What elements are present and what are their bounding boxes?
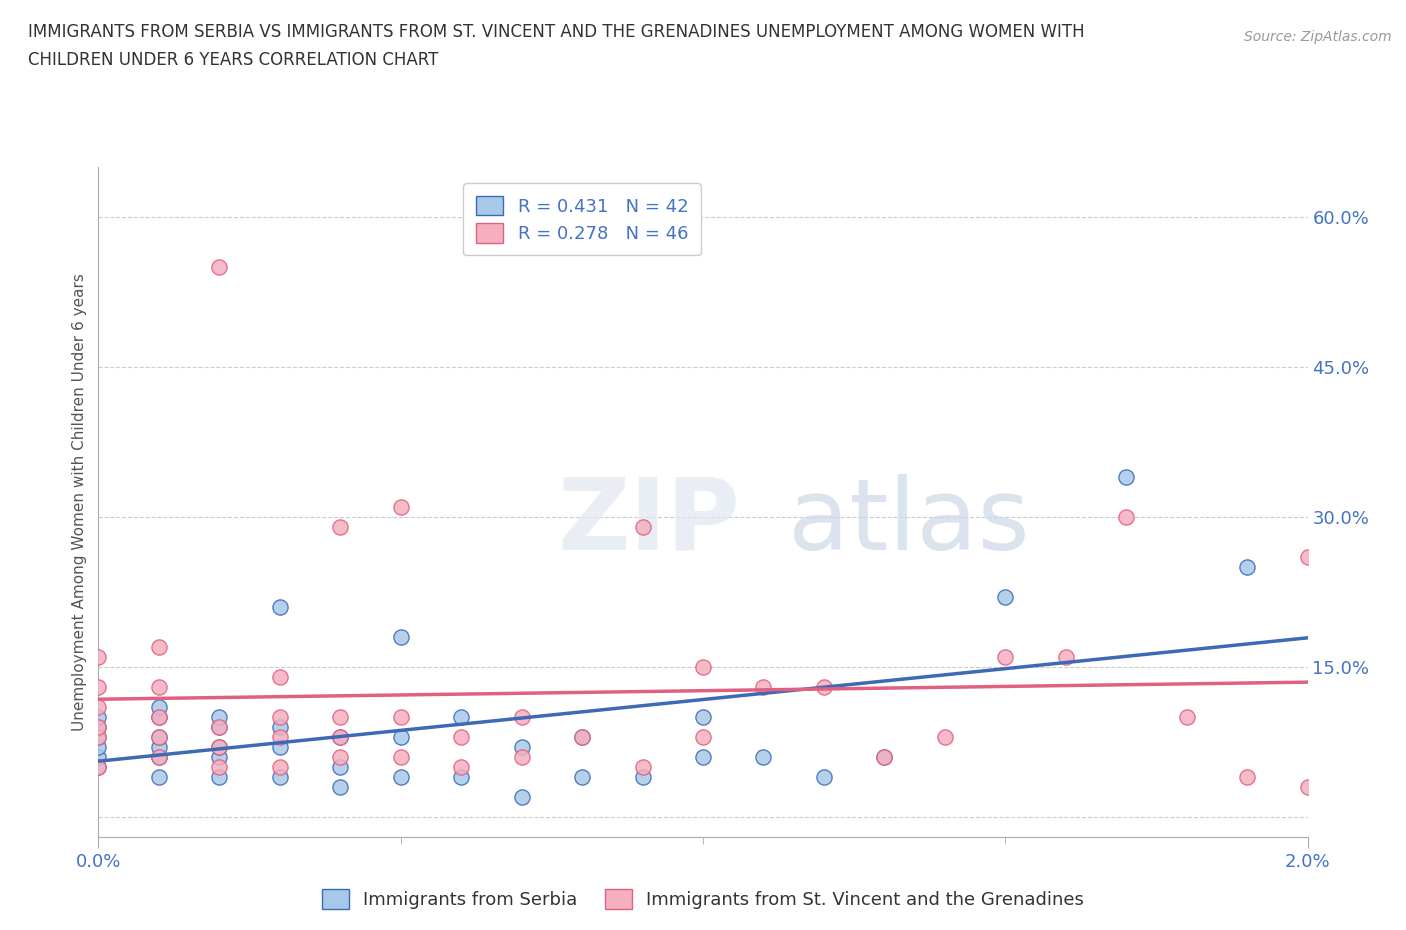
Point [934, 730, 956, 745]
Point [329, 730, 352, 745]
Point [208, 720, 231, 735]
Point [631, 520, 654, 535]
Text: CHILDREN UNDER 6 YEARS CORRELATION CHART: CHILDREN UNDER 6 YEARS CORRELATION CHART [28, 51, 439, 69]
Point [450, 770, 472, 785]
Point [148, 710, 170, 724]
Point [87, 680, 110, 695]
Point [510, 750, 533, 764]
Point [389, 499, 412, 514]
Point [87, 710, 110, 724]
Point [813, 680, 835, 695]
Point [571, 730, 593, 745]
Point [87, 750, 110, 764]
Point [269, 670, 291, 684]
Point [87, 760, 110, 775]
Legend: Immigrants from Serbia, Immigrants from St. Vincent and the Grenadines: Immigrants from Serbia, Immigrants from … [315, 882, 1091, 916]
Point [269, 720, 291, 735]
Point [269, 710, 291, 724]
Point [87, 730, 110, 745]
Point [752, 750, 775, 764]
Point [87, 699, 110, 714]
Y-axis label: Unemployment Among Women with Children Under 6 years: Unemployment Among Women with Children U… [72, 273, 87, 731]
Legend: R = 0.431   N = 42, R = 0.278   N = 46: R = 0.431 N = 42, R = 0.278 N = 46 [464, 183, 700, 256]
Point [329, 750, 352, 764]
Point [329, 779, 352, 794]
Point [994, 650, 1017, 665]
Point [269, 760, 291, 775]
Point [389, 750, 412, 764]
Point [87, 739, 110, 754]
Point [1115, 470, 1137, 485]
Point [148, 750, 170, 764]
Point [269, 739, 291, 754]
Point [1236, 770, 1258, 785]
Point [571, 770, 593, 785]
Point [389, 730, 412, 745]
Point [692, 659, 714, 674]
Point [269, 600, 291, 615]
Point [208, 720, 231, 735]
Point [873, 750, 896, 764]
Point [208, 739, 231, 754]
Point [87, 720, 110, 735]
Point [87, 650, 110, 665]
Point [208, 750, 231, 764]
Point [329, 730, 352, 745]
Point [148, 770, 170, 785]
Text: ZIP: ZIP [558, 473, 741, 571]
Point [1296, 550, 1319, 565]
Point [631, 760, 654, 775]
Point [1236, 560, 1258, 575]
Point [510, 710, 533, 724]
Point [813, 770, 835, 785]
Point [692, 750, 714, 764]
Point [329, 520, 352, 535]
Point [87, 720, 110, 735]
Text: Source: ZipAtlas.com: Source: ZipAtlas.com [1244, 30, 1392, 44]
Point [692, 730, 714, 745]
Point [208, 760, 231, 775]
Point [1296, 779, 1319, 794]
Point [329, 760, 352, 775]
Point [148, 739, 170, 754]
Point [450, 760, 472, 775]
Point [269, 770, 291, 785]
Point [692, 710, 714, 724]
Point [269, 730, 291, 745]
Point [329, 710, 352, 724]
Point [510, 739, 533, 754]
Point [571, 730, 593, 745]
Point [208, 710, 231, 724]
Point [148, 680, 170, 695]
Point [208, 770, 231, 785]
Point [148, 640, 170, 655]
Point [873, 750, 896, 764]
Point [994, 590, 1017, 604]
Point [148, 710, 170, 724]
Point [389, 770, 412, 785]
Point [1175, 710, 1198, 724]
Point [450, 730, 472, 745]
Text: atlas: atlas [787, 473, 1029, 571]
Point [389, 710, 412, 724]
Point [1054, 650, 1077, 665]
Point [510, 790, 533, 804]
Point [148, 699, 170, 714]
Point [148, 730, 170, 745]
Point [1115, 510, 1137, 525]
Text: IMMIGRANTS FROM SERBIA VS IMMIGRANTS FROM ST. VINCENT AND THE GRENADINES UNEMPLO: IMMIGRANTS FROM SERBIA VS IMMIGRANTS FRO… [28, 23, 1085, 41]
Point [389, 630, 412, 644]
Point [148, 730, 170, 745]
Point [208, 259, 231, 274]
Point [450, 710, 472, 724]
Point [148, 750, 170, 764]
Point [752, 680, 775, 695]
Point [87, 730, 110, 745]
Point [631, 770, 654, 785]
Point [208, 739, 231, 754]
Point [87, 760, 110, 775]
